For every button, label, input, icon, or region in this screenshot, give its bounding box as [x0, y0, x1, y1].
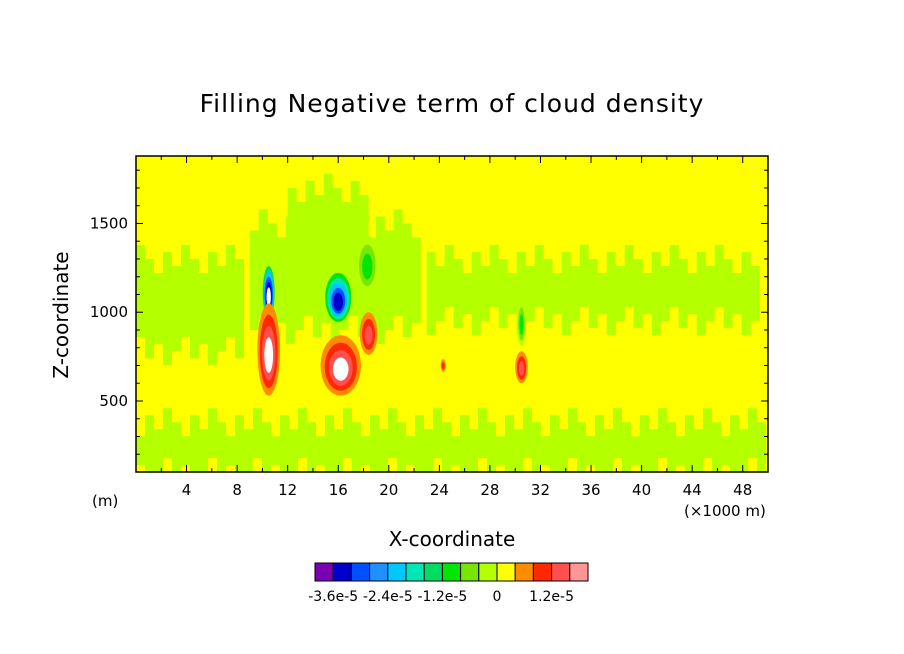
- plot-area: [136, 156, 768, 472]
- colorbar-swatch: [350, 562, 371, 582]
- colorbar-swatch: [332, 562, 352, 582]
- colorbar: [314, 562, 589, 582]
- x-unit-left: (m): [92, 492, 118, 510]
- colorbar-swatch: [460, 562, 480, 582]
- colorbar-swatch: [369, 562, 389, 582]
- plot-frame: [135, 155, 769, 473]
- colorbar-label: 0: [493, 589, 502, 605]
- contour-level: [364, 325, 373, 345]
- contour-level: [266, 287, 271, 307]
- colorbar-swatch: [551, 562, 571, 582]
- contour-level: [441, 362, 445, 370]
- x-tick-label: 44: [683, 481, 702, 499]
- colorbar-label: -3.6e-5: [308, 589, 358, 605]
- contour-level: [362, 253, 373, 280]
- colorbar-label: 1.2e-5: [529, 589, 574, 605]
- colorbar-swatch: [478, 562, 498, 582]
- colorbar-label: -2.4e-5: [363, 589, 413, 605]
- green-band: [136, 408, 766, 472]
- x-tick-label: 20: [379, 481, 398, 499]
- colorbar-swatch: [532, 562, 553, 582]
- green-band: [426, 244, 760, 336]
- colorbar-swatch: [314, 562, 334, 582]
- x-tick-label: 28: [480, 481, 499, 499]
- x-tick-label: 48: [733, 481, 752, 499]
- colorbar-swatch: [514, 562, 534, 582]
- green-band: [287, 173, 369, 273]
- x-tick-label: 24: [430, 481, 449, 499]
- y-tick-label: 1500: [90, 214, 128, 232]
- y-axis-ticks: 500 1000 1500: [90, 169, 768, 455]
- y-tick-label: 1000: [90, 303, 128, 321]
- green-band: [136, 244, 244, 366]
- colorbar-swatch: [405, 562, 425, 582]
- x-tick-label: 36: [581, 481, 600, 499]
- colorbar-swatch: [496, 562, 516, 582]
- colorbar-swatch: [441, 562, 462, 582]
- contour-level: [264, 337, 274, 373]
- colorbar-swatch: [387, 562, 407, 582]
- x-tick-label: 4: [182, 481, 192, 499]
- x-tick-label: 16: [329, 481, 348, 499]
- x-unit-right: (×1000 m): [684, 502, 766, 520]
- y-tick-label: 500: [99, 392, 128, 410]
- colorbar-labels: -3.6e-5 -2.4e-5 -1.2e-5 0 1.2e-5: [308, 589, 574, 605]
- x-axis-label: X-coordinate: [389, 527, 516, 551]
- colorbar-swatch: [423, 562, 443, 582]
- chart-title: Filling Negative term of cloud density: [200, 89, 705, 118]
- x-tick-label: 40: [632, 481, 651, 499]
- x-tick-label: 12: [278, 481, 297, 499]
- x-tick-label: 8: [232, 481, 242, 499]
- contour-level: [519, 314, 524, 336]
- colorbar-label: -1.2e-5: [417, 589, 467, 605]
- contour-level: [518, 361, 525, 376]
- colorbar-swatch: [569, 562, 589, 582]
- x-tick-label: 32: [531, 481, 550, 499]
- contour-level: [332, 357, 349, 381]
- x-axis-ticks: 4 8 12 16 20 24 28 32 36 40 44 48: [160, 156, 752, 499]
- y-axis-label: Z-coordinate: [49, 251, 73, 378]
- contour-level: [333, 292, 344, 311]
